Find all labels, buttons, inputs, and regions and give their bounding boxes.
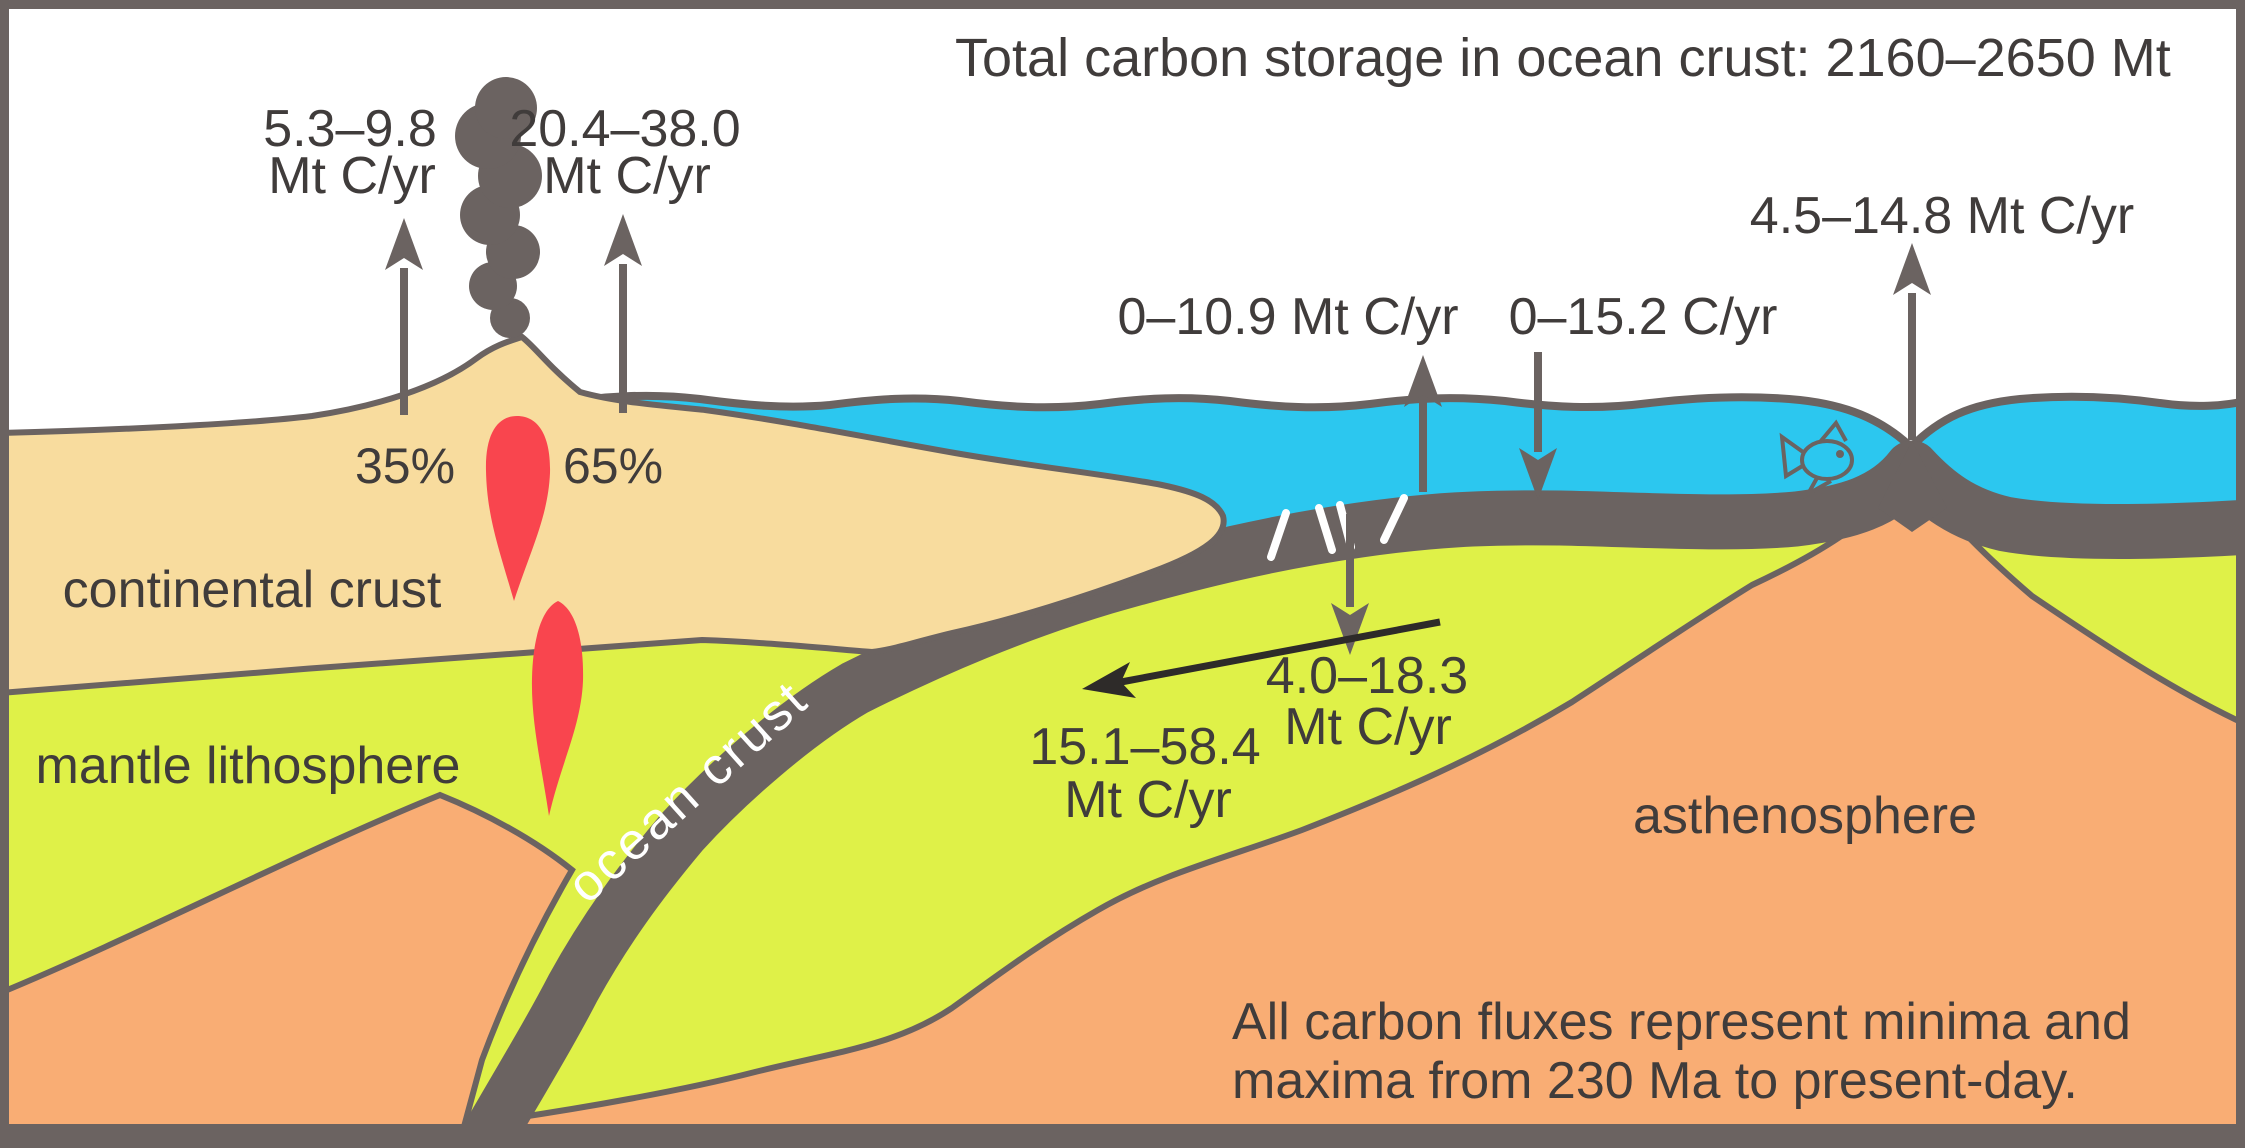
volcano-left-flux-value: 5.3–9.8 [263, 100, 437, 158]
note-line1: All carbon fluxes represent minima and [1232, 993, 2131, 1051]
diagram-labels: Total carbon storage in ocean crust: 216… [36, 28, 2171, 1110]
subduction-flux-value: 15.1–58.4 [1029, 718, 1260, 776]
magma-blob-upper [485, 416, 551, 601]
seawater-uptake-arrow [1519, 352, 1557, 500]
asthenosphere-label: asthenosphere [1633, 787, 1977, 845]
arrowhead-down [1331, 603, 1369, 655]
arrowhead-downleft [1082, 662, 1136, 698]
note-line2: maxima from 230 Ma to present-day. [1232, 1052, 2078, 1110]
fracture-mark [1380, 494, 1408, 544]
arrowhead-up [385, 218, 423, 270]
fish-top-fin [1818, 419, 1848, 444]
fish-bottom-fin [1802, 477, 1832, 500]
ridge-outgassing-label: 4.5–14.8 Mt C/yr [1750, 187, 2134, 245]
fish-eye [1836, 450, 1844, 458]
fish-tail [1779, 432, 1806, 480]
ridge-crust-cap [1878, 441, 1947, 532]
percent-right-label: 65% [563, 438, 663, 494]
volcano-right-flux-value: 20.4–38.0 [509, 100, 740, 158]
volcano-right-flux-unit: Mt C/yr [543, 147, 711, 205]
mantle-lithosphere-label: mantle lithosphere [36, 737, 461, 795]
volcano-smoke-plume [455, 77, 542, 338]
fracture-mark [1315, 504, 1336, 554]
fish-icon [1779, 419, 1854, 500]
arrowhead-up [604, 214, 642, 266]
fish-body [1800, 439, 1854, 481]
arrowhead-down [1519, 448, 1557, 500]
crust-uptake-unit: Mt C/yr [1284, 698, 1452, 756]
crust-uptake-arrow [1331, 514, 1369, 655]
title: Total carbon storage in ocean crust: 216… [955, 28, 2171, 88]
volcano-left-flux-unit: Mt C/yr [268, 147, 436, 205]
magma-blob-lower [531, 601, 584, 816]
subduction-flux-unit: Mt C/yr [1064, 771, 1232, 829]
subduction-arrow [1082, 618, 1441, 698]
volcano-right-arrow [604, 214, 642, 413]
asthenosphere-region [456, 467, 2245, 1148]
arrowhead-up [1893, 243, 1931, 295]
continental-crust-region [0, 333, 1227, 697]
arrowhead-up [1404, 355, 1442, 407]
percent-left-label: 35% [355, 438, 455, 494]
seafloor-outgassing-label: 0–10.9 Mt C/yr [1117, 288, 1458, 346]
fracture-mark [1267, 509, 1290, 561]
seafloor-outgassing-arrow [1404, 355, 1442, 492]
continental-crust-label: continental crust [63, 561, 442, 619]
volcano-left-arrow [385, 218, 423, 415]
flux-arrows [385, 214, 1931, 655]
crust-uptake-value: 4.0–18.3 [1266, 647, 1468, 705]
ridge-outgassing-arrow [1893, 243, 1931, 440]
asthenosphere-dome-left [0, 791, 576, 1148]
seawater-uptake-label: 0–15.2 C/yr [1509, 288, 1778, 346]
